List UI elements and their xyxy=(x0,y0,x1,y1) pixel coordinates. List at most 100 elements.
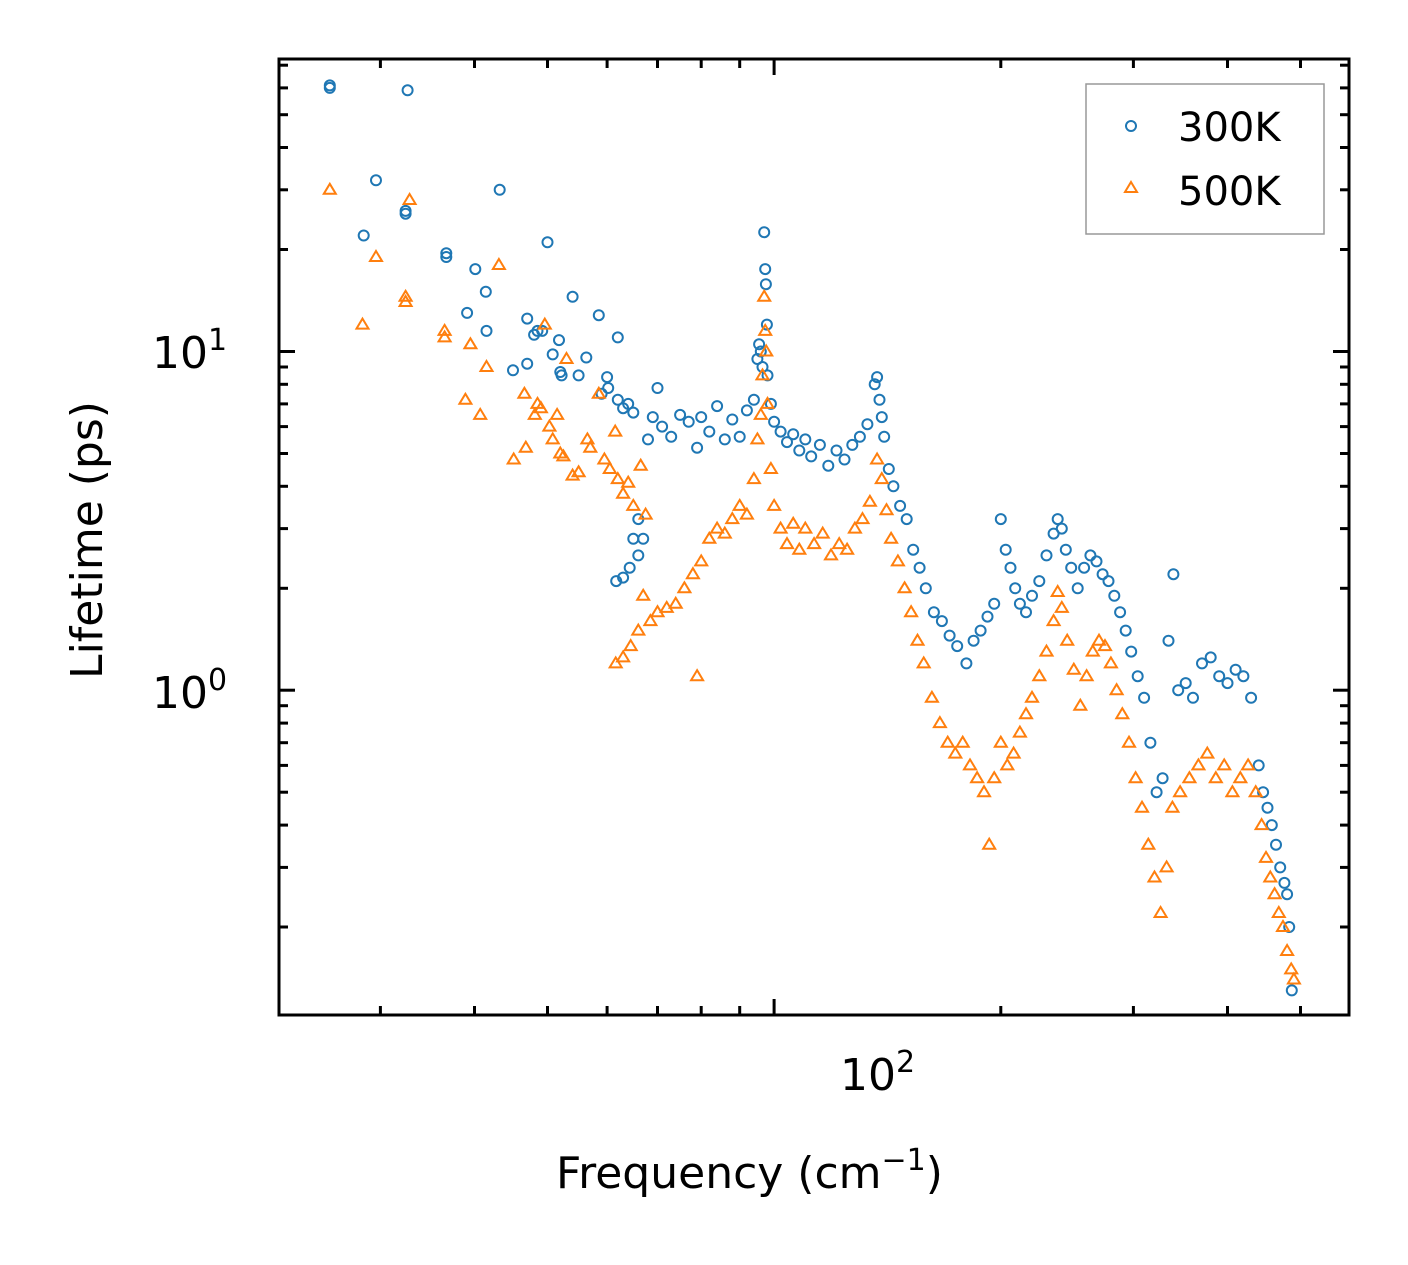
data-point-300K xyxy=(999,543,1012,556)
data-point-500K xyxy=(642,613,659,627)
data-point-500K xyxy=(932,715,948,729)
data-point-300K xyxy=(580,351,593,364)
data-point-500K xyxy=(749,431,766,445)
data-point-300K xyxy=(781,436,793,449)
data-point-500K xyxy=(541,418,558,432)
data-point-500K xyxy=(962,757,978,771)
data-point-300K xyxy=(1096,568,1109,581)
data-point-300K xyxy=(758,226,771,239)
x-axis-label: Frequency (cm−1) xyxy=(556,1143,943,1199)
data-point-500K xyxy=(709,520,725,534)
data-point-300K xyxy=(572,369,585,382)
data-point-500K xyxy=(457,391,474,405)
data-point-300K xyxy=(756,361,769,373)
data-point-300K xyxy=(1108,589,1121,602)
data-point-300K xyxy=(1167,568,1180,581)
data-point-300K xyxy=(1144,736,1157,749)
data-point-500K xyxy=(758,343,774,357)
data-point-300K xyxy=(357,229,370,242)
data-point-300K xyxy=(1114,606,1127,619)
data-point-300K xyxy=(1261,801,1274,814)
data-point-500K xyxy=(915,655,932,669)
data-point-300K xyxy=(507,364,519,377)
data-point-500K xyxy=(1054,599,1070,613)
data-point-500K xyxy=(1049,584,1066,597)
legend: 300K 500K xyxy=(1085,83,1325,235)
data-point-500K xyxy=(1005,745,1022,759)
data-point-500K xyxy=(570,464,587,478)
data-point-300K xyxy=(1033,575,1046,588)
data-point-500K xyxy=(472,406,488,420)
y-tick-label-10: 101 xyxy=(152,323,227,379)
data-point-300K xyxy=(555,369,568,382)
data-point-300K xyxy=(674,408,687,421)
data-point-300K xyxy=(871,371,884,384)
data-point-300K xyxy=(935,615,948,628)
data-point-300K xyxy=(838,453,851,466)
tick-layer xyxy=(279,59,1349,1015)
data-point-300K xyxy=(927,606,940,619)
data-point-500K xyxy=(1018,706,1034,720)
data-point-300K xyxy=(830,444,843,457)
data-point-500K xyxy=(756,288,772,302)
data-point-500K xyxy=(1059,632,1075,646)
data-point-500K xyxy=(1103,655,1119,669)
data-point-300K xyxy=(1281,888,1294,901)
data-point-300K xyxy=(695,411,708,424)
data-point-500K xyxy=(1038,643,1055,657)
data-point-300K xyxy=(627,406,640,419)
data-point-500K xyxy=(1172,784,1188,798)
data-point-300K xyxy=(610,575,623,588)
data-point-500K xyxy=(579,431,596,445)
data-point-300K xyxy=(1055,522,1068,535)
data-point-300K xyxy=(1265,819,1278,832)
data-point-500K xyxy=(620,474,636,488)
data-point-500K xyxy=(1253,817,1270,831)
data-point-300K xyxy=(733,430,746,443)
data-point-300K xyxy=(1078,561,1091,574)
data-point-500K xyxy=(1121,734,1137,748)
data-point-500K xyxy=(1258,849,1274,863)
data-point-500K xyxy=(1275,919,1291,932)
data-point-500K xyxy=(354,316,371,330)
data-point-300K xyxy=(919,582,932,595)
data-point-300K xyxy=(960,657,973,670)
data-point-500K xyxy=(874,471,890,485)
data-point-300K xyxy=(611,393,624,406)
data-point-500K xyxy=(436,329,453,343)
data-point-300K xyxy=(646,411,659,424)
data-point-300K xyxy=(480,324,493,337)
data-point-300K xyxy=(682,415,695,428)
data-point-300K xyxy=(536,324,549,337)
data-point-500K xyxy=(518,439,534,453)
data-point-500K xyxy=(869,451,885,465)
data-point-300K xyxy=(774,425,787,438)
data-point-300K xyxy=(632,549,645,562)
data-point-500K xyxy=(607,423,623,437)
data-point-300K xyxy=(1221,677,1234,690)
data-point-500K xyxy=(635,587,651,601)
data-point-500K xyxy=(1140,836,1157,850)
data-point-300K xyxy=(665,430,678,443)
data-point-300K xyxy=(913,561,926,574)
data-point-500K xyxy=(791,541,808,555)
data-point-500K xyxy=(823,547,839,561)
data-point-300K xyxy=(1071,582,1084,595)
data-point-300K xyxy=(623,561,636,574)
data-point-500K xyxy=(847,520,863,534)
data-point-500K xyxy=(1085,643,1101,657)
data-point-500K xyxy=(1072,697,1089,711)
data-point-500K xyxy=(1232,770,1249,784)
data-point-300K xyxy=(1179,677,1192,690)
data-point-300K xyxy=(1213,670,1226,683)
data-point-300K xyxy=(1156,772,1169,785)
data-point-300K xyxy=(1009,582,1022,595)
data-point-500K xyxy=(1283,961,1299,975)
data-point-500K xyxy=(903,604,919,618)
data-point-300K xyxy=(553,334,565,347)
data-point-500K xyxy=(505,451,522,465)
data-point-500K xyxy=(746,471,762,485)
data-point-500K xyxy=(986,770,1002,784)
data-point-300K xyxy=(521,312,534,325)
data-point-500K xyxy=(878,502,895,516)
